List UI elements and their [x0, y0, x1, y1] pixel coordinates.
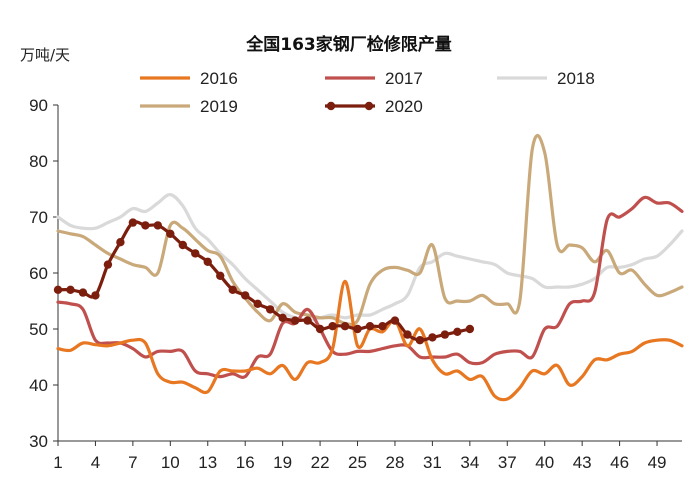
y-tick-label: 80 [29, 152, 48, 171]
x-tick-label: 43 [573, 453, 592, 472]
x-tick-label: 34 [460, 453, 479, 472]
series-line-2018 [56, 193, 684, 323]
x-tick-label: 4 [91, 453, 100, 472]
data-point-2020 [53, 285, 63, 294]
data-point-2020 [453, 327, 462, 336]
data-point-2020 [141, 221, 150, 230]
legend-label-2019: 2019 [200, 97, 238, 116]
data-point-2020 [191, 249, 200, 258]
data-point-2020 [428, 333, 437, 342]
data-point-2020 [216, 271, 225, 280]
data-point-2020 [66, 285, 75, 294]
y-tick-label: 50 [29, 320, 48, 339]
y-tick-label: 70 [29, 208, 48, 227]
y-tick-label: 40 [29, 376, 48, 395]
data-point-2020 [265, 305, 275, 314]
legend-label-2016: 2016 [200, 69, 238, 88]
x-tick-label: 31 [423, 453, 442, 472]
plot-area [53, 134, 684, 402]
series-line-2016 [56, 279, 684, 402]
y-tick-label: 60 [29, 264, 48, 283]
x-tick-label: 7 [128, 453, 137, 472]
data-point-2020 [153, 221, 163, 230]
x-tick-label: 28 [385, 453, 404, 472]
data-point-2020 [241, 291, 250, 300]
x-tick-label: 37 [498, 453, 517, 472]
data-point-2020 [415, 336, 425, 345]
x-tick-label: 22 [311, 453, 330, 472]
series-line-2020 [56, 220, 472, 342]
data-point-2020 [116, 238, 125, 247]
x-tick-label: 19 [273, 453, 292, 472]
legend: 2016 2017 2018 2019 2020 [140, 69, 595, 116]
data-point-2020 [365, 322, 375, 331]
series-line-2019 [56, 134, 684, 327]
data-point-2020 [178, 240, 187, 250]
legend-marker-2020 [364, 101, 374, 111]
data-point-2020 [303, 316, 312, 325]
data-point-2020 [353, 324, 362, 334]
data-point-2020 [403, 330, 412, 339]
data-point-2020 [91, 291, 100, 300]
data-point-2020 [315, 324, 325, 334]
data-point-2020 [78, 288, 88, 297]
legend-marker-2020 [326, 101, 336, 111]
x-tick-label: 10 [161, 453, 180, 472]
x-tick-label: 25 [348, 453, 367, 472]
data-point-2020 [253, 299, 262, 308]
data-point-2020 [465, 324, 475, 334]
x-tick-label: 49 [648, 453, 667, 472]
y-tick-label: 90 [29, 96, 48, 115]
data-point-2020 [440, 330, 450, 339]
data-point-2020 [290, 316, 300, 325]
chart-title: 全国163家钢厂检修限产量 [245, 34, 452, 55]
axes: 30 40 50 60 70 80 90 1 4 7 10 13 16 19 22 25 28 31 34 37 40 4… [29, 96, 682, 472]
y-tick-label: 30 [29, 432, 48, 451]
data-point-2020 [340, 322, 350, 331]
data-point-2020 [390, 316, 400, 325]
x-tick-label: 16 [236, 453, 255, 472]
legend-label-2017: 2017 [385, 69, 423, 88]
data-point-2020 [278, 313, 287, 322]
series-line-2017 [56, 195, 684, 379]
legend-label-2018: 2018 [557, 69, 595, 88]
x-tick-label: 1 [53, 453, 62, 472]
x-tick-label: 13 [198, 453, 217, 472]
data-point-2020 [103, 260, 113, 269]
y-axis-unit-label: 万吨/天 [20, 46, 70, 64]
data-point-2020 [203, 257, 212, 266]
data-point-2020 [328, 322, 337, 331]
x-tick-label: 40 [535, 453, 554, 472]
data-point-2020 [128, 218, 138, 227]
data-point-2020 [228, 285, 237, 294]
legend-label-2020: 2020 [385, 97, 423, 116]
data-point-2020 [166, 229, 175, 238]
x-tick-label: 46 [610, 453, 629, 472]
data-point-2020 [378, 322, 387, 331]
